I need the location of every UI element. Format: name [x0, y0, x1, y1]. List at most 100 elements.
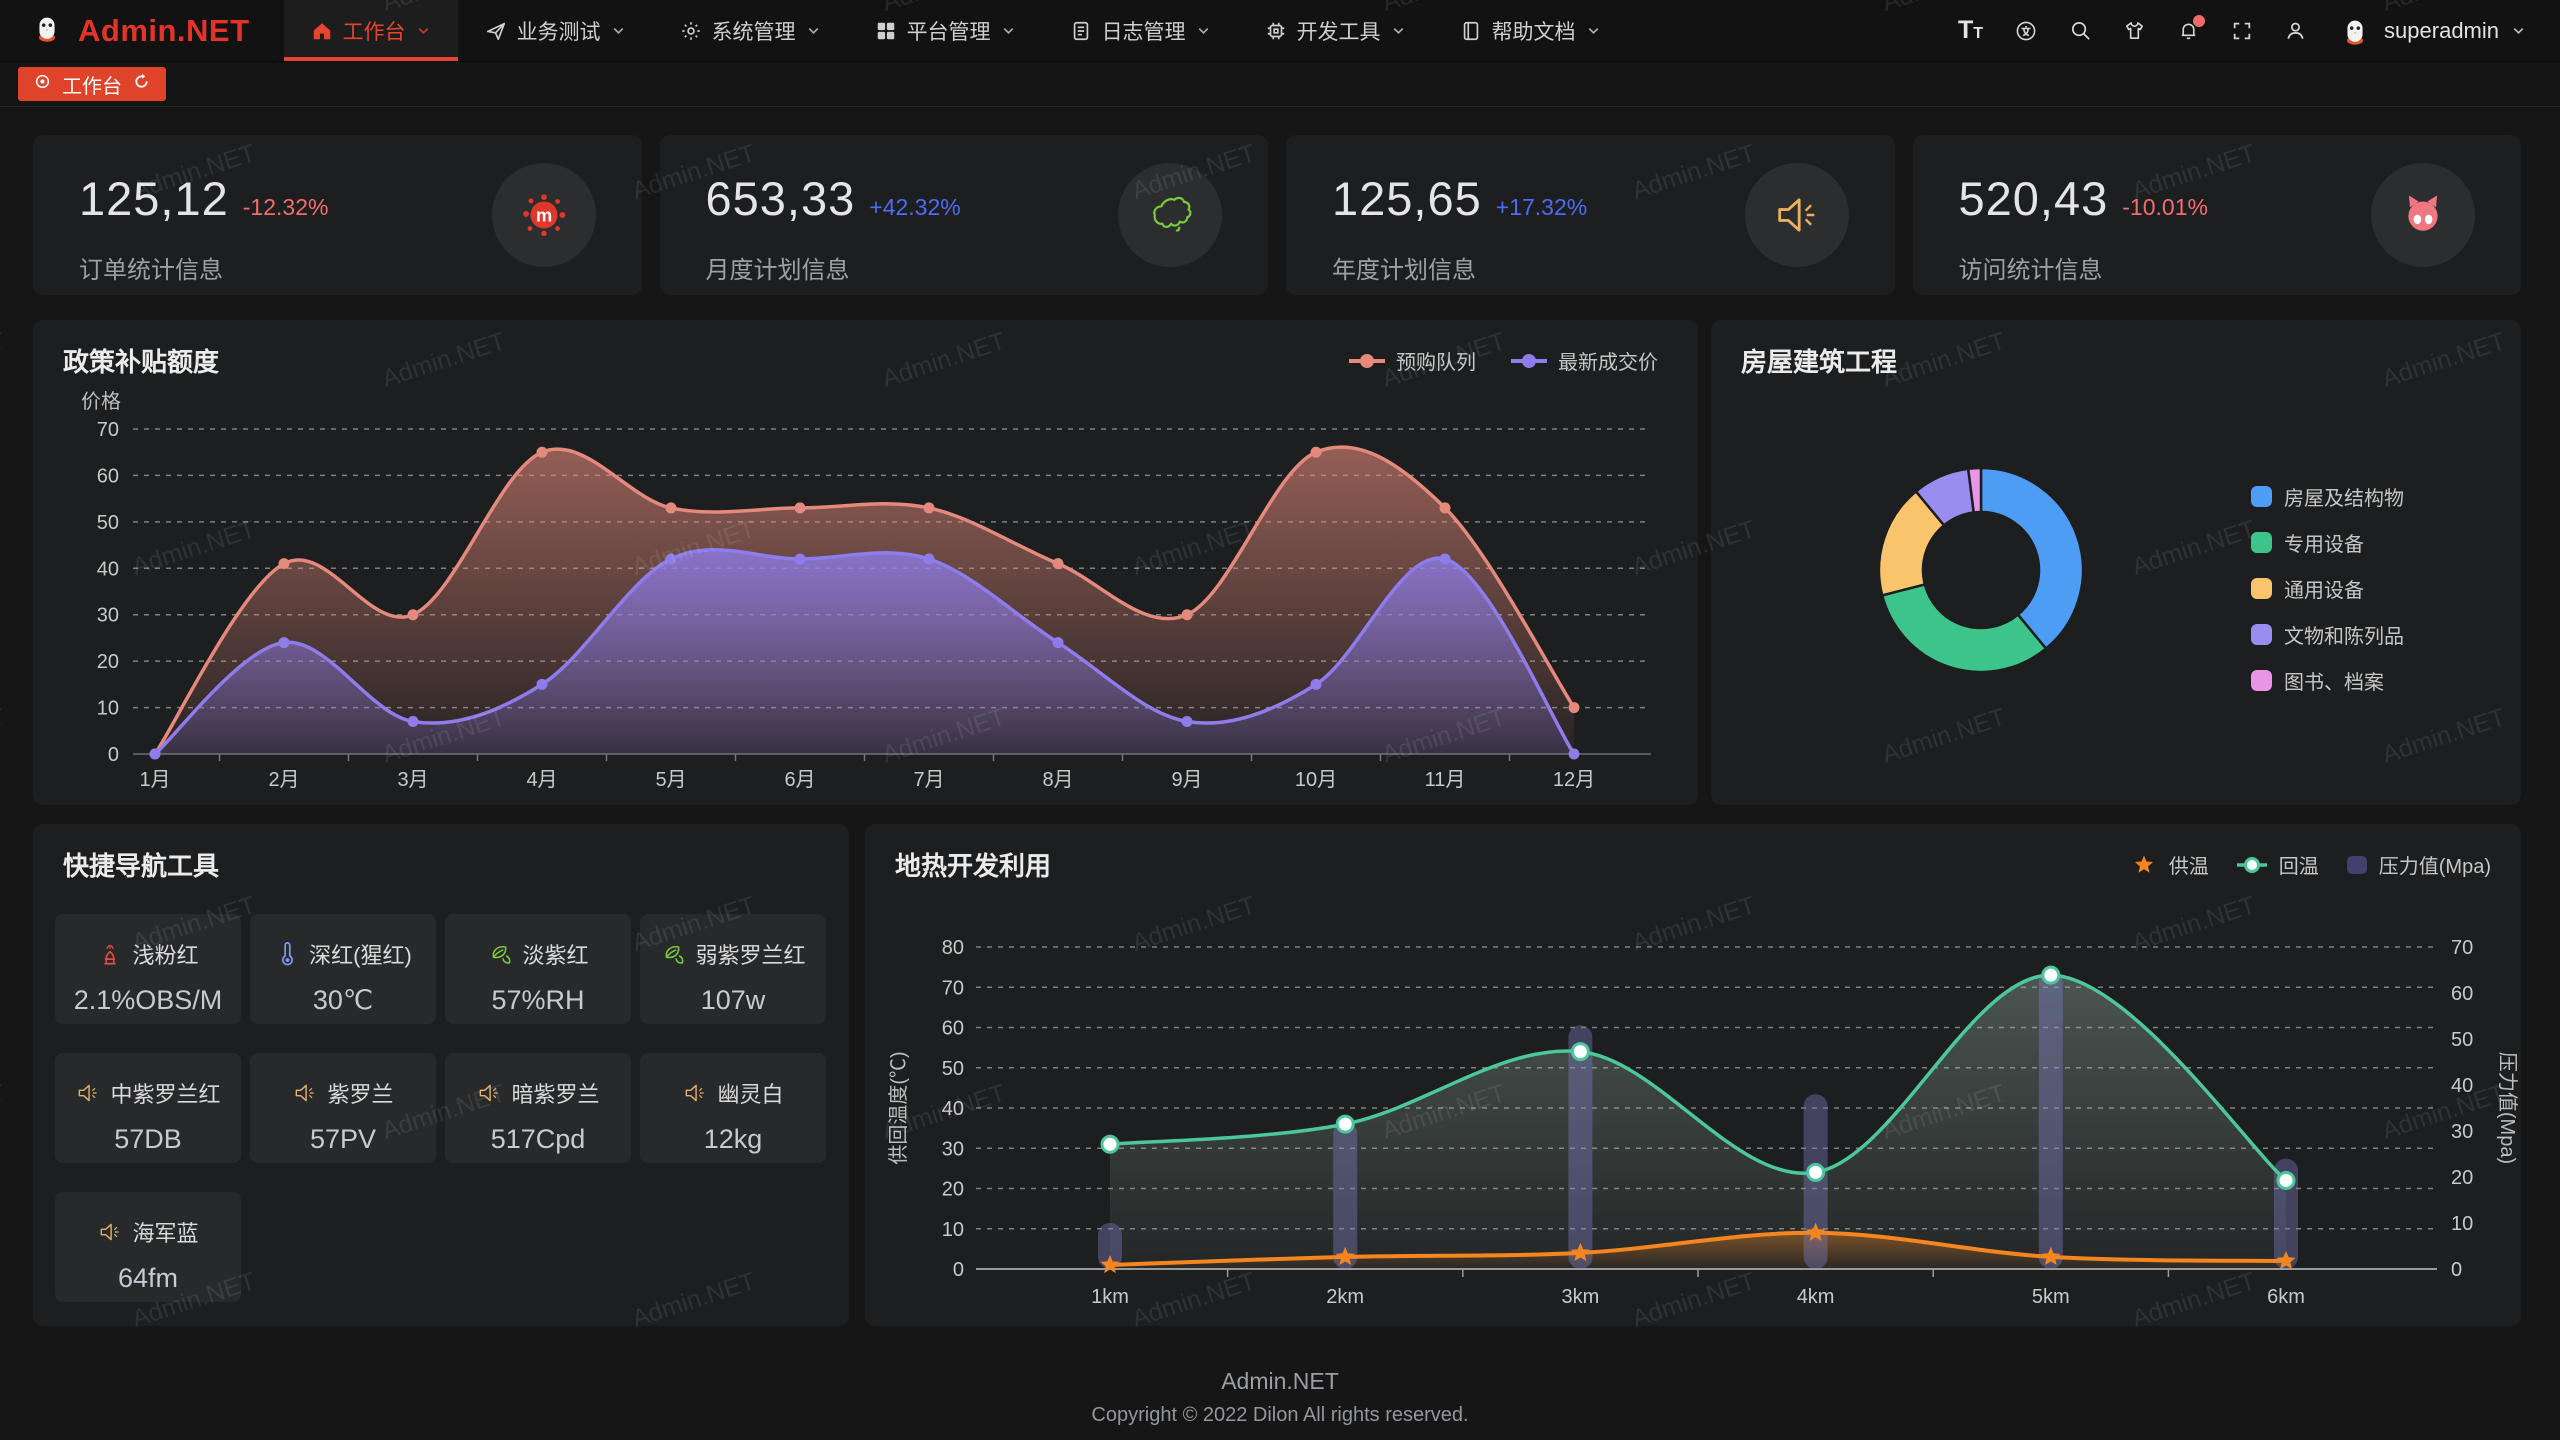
svg-text:70: 70: [97, 419, 119, 441]
watermark-text: Admin.NET: [0, 326, 9, 394]
watermark-text: Admin.NET: [0, 702, 9, 770]
octocat-logo-icon: [30, 11, 64, 50]
quick-card-value: 517Cpd: [490, 1124, 586, 1154]
svg-text:60: 60: [97, 465, 119, 487]
donut-legend-item-3[interactable]: 通用设备: [2251, 574, 2404, 603]
svg-text:20: 20: [97, 651, 119, 673]
theme-icon[interactable]: [2123, 19, 2146, 42]
legend-label: 回温: [2278, 856, 2319, 878]
refresh-icon[interactable]: [133, 73, 150, 96]
notification-icon[interactable]: [2177, 15, 2206, 42]
svg-text:40: 40: [942, 1098, 964, 1120]
menu-item-5[interactable]: 日志管理: [1043, 0, 1238, 61]
svg-text:压力值(Mpa): 压力值(Mpa): [2496, 1052, 2519, 1164]
svg-text:70: 70: [2451, 937, 2473, 959]
policy-line-chart: 0 10 20 30 40 50 60 70 价格 1月 2月 3月 4月 5月 6月 7月 8月 9月 10月 11…: [81, 390, 1651, 791]
menu-item-label: 日志管理: [1101, 20, 1186, 44]
watermark-text: Admin.NET: [0, 1078, 9, 1146]
stat-card-1: 125,12 -12.32% 订单统计信息 m: [33, 135, 642, 295]
legend-item-2[interactable]: 最新成交价: [1510, 346, 1658, 375]
svg-text:50: 50: [942, 1058, 964, 1080]
svg-text:5km: 5km: [2032, 1286, 2070, 1308]
search-icon[interactable]: [2069, 19, 2092, 42]
brand-logo[interactable]: Admin.NET: [0, 0, 284, 61]
stat-cards-row: 125,12 -12.32% 订单统计信息 m 653,33 +42.32% 月度计划信息 1…: [33, 135, 2521, 295]
svg-text:1km: 1km: [1091, 1286, 1129, 1308]
svg-text:10: 10: [2451, 1213, 2473, 1235]
quick-nav-card-7[interactable]: 暗紫罗兰 517Cpd: [445, 1053, 631, 1163]
panel-title: 政策补贴额度: [63, 347, 220, 377]
language-icon[interactable]: [2014, 19, 2038, 43]
svg-text:70: 70: [942, 977, 964, 999]
send-icon: [485, 20, 507, 42]
footer-copyright: Copyright © 2022 Dilon All rights reserv…: [1091, 1404, 1469, 1426]
geo-legend-item-3[interactable]: 压力值(Mpa): [2345, 850, 2491, 879]
home-icon: [311, 20, 333, 42]
quick-nav-card-2[interactable]: 深红(猩红) 30℃: [250, 914, 436, 1024]
svg-text:3月: 3月: [397, 769, 428, 791]
quick-card-value: 57PV: [309, 1124, 377, 1154]
quick-nav-card-6[interactable]: 紫罗兰 57PV: [250, 1053, 436, 1163]
legend-item-1[interactable]: 预购队列: [1348, 346, 1476, 375]
svg-text:0: 0: [108, 744, 119, 766]
quick-nav-panel: 快捷导航工具 浅粉红 2.1%OBS/M 深红(猩红) 30℃ 淡紫红 57%RH 弱紫罗兰…: [33, 824, 849, 1326]
document-icon: [1070, 20, 1092, 42]
menu-item-3[interactable]: 系统管理: [653, 0, 848, 61]
svg-text:4月: 4月: [526, 769, 557, 791]
quick-nav-card-8[interactable]: 幽灵白 12kg: [640, 1053, 826, 1163]
dot-circle-icon: [34, 73, 51, 96]
legend-label: 图书、档案: [2284, 672, 2384, 694]
user-menu[interactable]: superadmin: [2338, 14, 2526, 48]
svg-text:11月: 11月: [1425, 769, 1466, 791]
notification-badge: [2193, 15, 2206, 27]
legend-swatch: [2251, 486, 2272, 507]
donut-legend-item-1[interactable]: 房屋及结构物: [2251, 482, 2404, 511]
quick-card-value: 57DB: [114, 1124, 182, 1154]
menu-item-4[interactable]: 平台管理: [848, 0, 1043, 61]
quick-card-value: 64fm: [117, 1263, 179, 1293]
stat-value: 125,65: [1332, 172, 1482, 225]
legend-label: 预购队列: [1396, 352, 1476, 374]
cat-icon: [2397, 189, 2449, 241]
menu-item-7[interactable]: 帮助文档: [1433, 0, 1628, 61]
quick-card-name: 深红(猩红): [309, 943, 412, 968]
stat-card-2: 653,33 +42.32% 月度计划信息: [659, 135, 1268, 295]
book-icon: [1460, 20, 1482, 42]
svg-text:4km: 4km: [1797, 1286, 1835, 1308]
donut-legend-item-4[interactable]: 文物和陈列品: [2251, 620, 2404, 649]
quick-nav-card-3[interactable]: 淡紫红 57%RH: [445, 914, 631, 1024]
speaker-icon: [97, 1219, 123, 1245]
profile-icon[interactable]: [2284, 19, 2307, 42]
menu-item-label: 平台管理: [906, 20, 991, 44]
legend-swatch: [2251, 670, 2272, 691]
stat-value: 653,33: [705, 172, 856, 225]
quick-nav-card-5[interactable]: 中紫罗兰红 57DB: [55, 1053, 241, 1163]
svg-text:0: 0: [2451, 1259, 2462, 1281]
fullscreen-icon[interactable]: [2231, 20, 2253, 42]
stat-icon-circle: [1118, 163, 1222, 267]
menu-item-2[interactable]: 业务测试: [458, 0, 653, 61]
menu-item-1[interactable]: 工作台: [283, 0, 458, 61]
geo-legend-item-1[interactable]: 供温: [2129, 850, 2209, 879]
geo-chart-legend: 供温 回温 压力值(Mpa): [2129, 850, 2491, 879]
chevron-down-icon: [1391, 23, 1406, 38]
menu-item-6[interactable]: 开发工具: [1238, 0, 1433, 61]
footer-brand: Admin.NET: [1221, 1368, 1339, 1394]
legend-label: 文物和陈列品: [2284, 626, 2404, 648]
grid-icon: [875, 20, 897, 42]
geo-legend-item-2[interactable]: 回温: [2235, 850, 2319, 879]
tab-workbench[interactable]: 工作台: [18, 67, 166, 101]
donut-legend-item-5[interactable]: 图书、档案: [2251, 666, 2404, 695]
geothermal-mixed-chart: 0 10 20 30 40 50 60 70 80 0 10 20 30 40 50 60 70 供回温度(℃) 压…: [887, 937, 2519, 1308]
quick-nav-card-1[interactable]: 浅粉红 2.1%OBS/M: [55, 914, 241, 1024]
quick-nav-card-4[interactable]: 弱紫罗兰红 107w: [640, 914, 826, 1024]
legend-label: 供温: [2168, 856, 2209, 878]
brazier-icon: [97, 941, 123, 967]
stat-icon-circle: m: [491, 163, 596, 267]
stat-value: 520,43: [1958, 172, 2109, 225]
stat-delta: +17.32%: [1495, 194, 1588, 220]
quick-card-name: 弱紫罗兰红: [695, 943, 806, 968]
donut-legend-item-2[interactable]: 专用设备: [2251, 528, 2404, 557]
quick-nav-card-9[interactable]: 海军蓝 64fm: [55, 1192, 241, 1302]
font-size-icon[interactable]: TT: [1957, 16, 1984, 44]
